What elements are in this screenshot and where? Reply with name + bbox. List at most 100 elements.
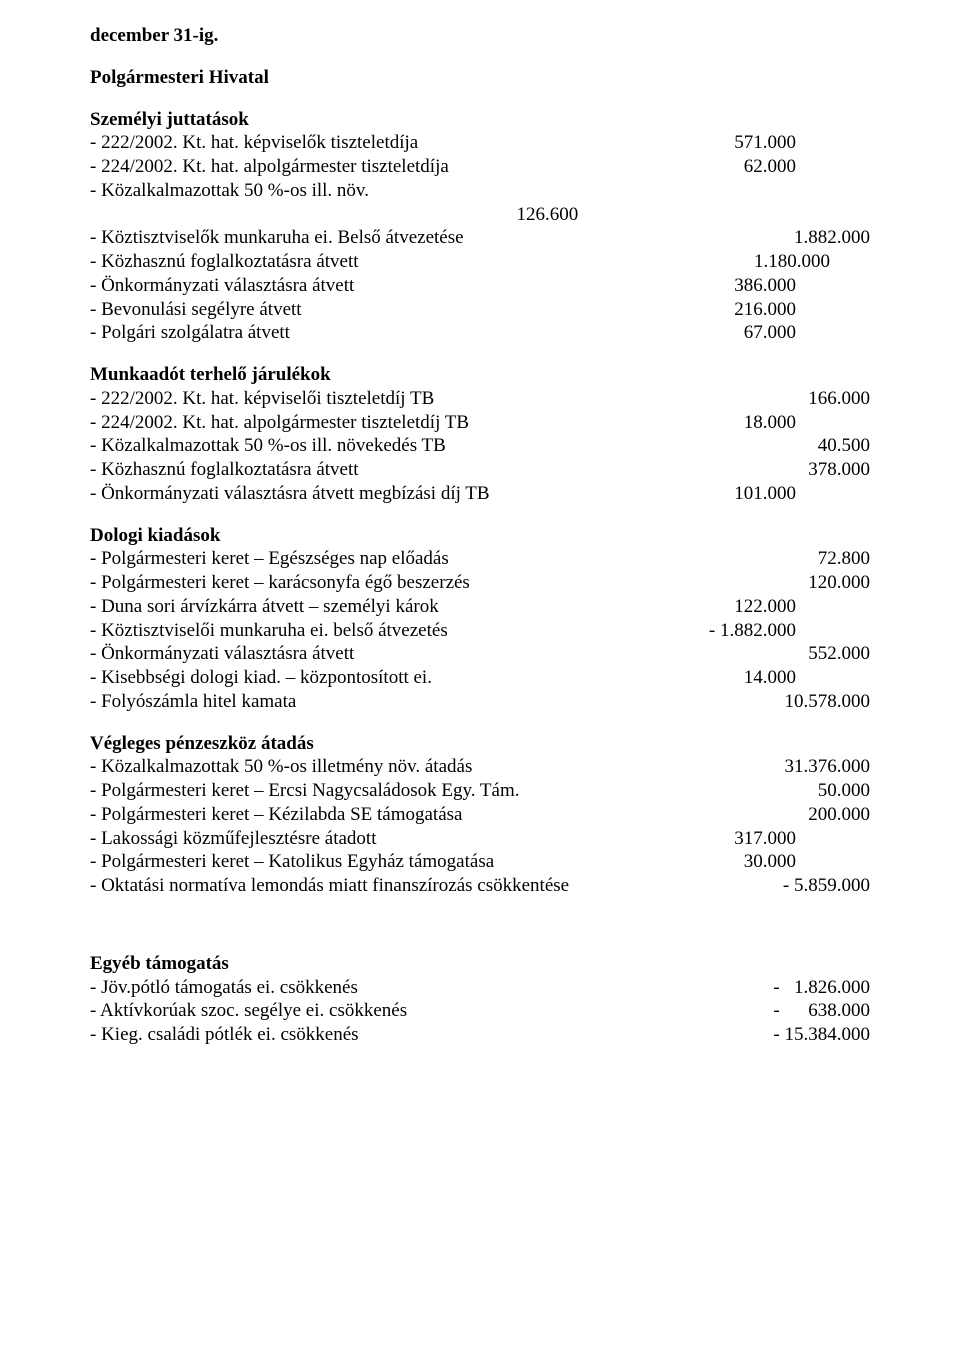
item-label: - Lakossági közműfejlesztésre átadott xyxy=(90,827,714,851)
list-item: - Önkormányzati választásra átvett 386.0… xyxy=(90,274,870,298)
list-item: - Duna sori árvízkárra átvett – személyi… xyxy=(90,595,870,619)
item-value: 166.000 xyxy=(788,387,870,411)
item-label: - Aktívkorúak szoc. segélye ei. csökkené… xyxy=(90,999,753,1023)
item-value: 317.000 xyxy=(714,827,870,851)
list-item: - Közhasznú foglalkoztatásra átvett 1.18… xyxy=(90,250,870,274)
item-label: - Kisebbségi dologi kiad. – központosíto… xyxy=(90,666,714,690)
item-value: 14.000 xyxy=(714,666,870,690)
item-value: 101.000 xyxy=(714,482,870,506)
item-value: 18.000 xyxy=(714,411,870,435)
item-value: - 1.826.000 xyxy=(753,976,870,1000)
list-item: - Polgármesteri keret – Kézilabda SE tám… xyxy=(90,803,870,827)
item-label: - Közalkalmazottak 50 %-os ill. növ. xyxy=(90,179,870,203)
item-value: 67.000 xyxy=(714,321,870,345)
item-value: 1.882.000 xyxy=(765,226,871,250)
item-label: - 222/2002. Kt. hat. képviselői tisztele… xyxy=(90,387,788,411)
item-label: - Közhasznú foglalkoztatásra átvett xyxy=(90,458,788,482)
list-item: - 222/2002. Kt. hat. képviselők tisztele… xyxy=(90,131,870,155)
item-value: 31.376.000 xyxy=(755,755,870,779)
top-line: december 31-ig. xyxy=(90,24,870,48)
document-page: december 31-ig. Polgármesteri Hivatal Sz… xyxy=(0,0,960,1345)
dk-list: - Polgármesteri keret – Egészséges nap e… xyxy=(90,547,870,713)
list-item: - Köztisztviselői munkaruha ei. belső át… xyxy=(90,619,870,643)
item-label: - Polgári szolgálatra átvett xyxy=(90,321,714,345)
item-value: 216.000 xyxy=(714,298,870,322)
item-label: - Polgármesteri keret – karácsonyfa égő … xyxy=(90,571,788,595)
item-label: - Kieg. családi pótlék ei. csökkenés xyxy=(90,1023,753,1047)
item-value: 571.000 xyxy=(714,131,870,155)
mtj-list: - 222/2002. Kt. hat. képviselői tisztele… xyxy=(90,387,870,506)
szj-list: - 222/2002. Kt. hat. képviselők tisztele… xyxy=(90,131,870,345)
list-item: - Köztisztviselők munkaruha ei. Belső át… xyxy=(90,226,870,250)
item-value: 378.000 xyxy=(788,458,870,482)
list-item: - Közhasznú foglalkoztatásra átvett 378.… xyxy=(90,458,870,482)
item-label: - Folyószámla hitel kamata xyxy=(90,690,750,714)
item-label: - Oktatási normatíva lemondás miatt fina… xyxy=(90,874,763,898)
item-label: - 224/2002. Kt. hat. alpolgármester tisz… xyxy=(90,155,714,179)
item-label: - Polgármesteri keret – Egészséges nap e… xyxy=(90,547,788,571)
item-value: - 1.882.000 xyxy=(689,619,870,643)
list-item: - Közalkalmazottak 50 %-os illetmény növ… xyxy=(90,755,870,779)
section-heading-vpa: Végleges pénzeszköz átadás xyxy=(90,732,870,756)
item-label: - Köztisztviselői munkaruha ei. belső át… xyxy=(90,619,689,643)
item-value: 62.000 xyxy=(714,155,870,179)
item-label: - Önkormányzati választásra átvett xyxy=(90,642,788,666)
list-item: - Közalkalmazottak 50 %-os ill. növ. xyxy=(90,179,870,203)
item-label: - Duna sori árvízkárra átvett – személyi… xyxy=(90,595,714,619)
list-item: - Lakossági közműfejlesztésre átadott 31… xyxy=(90,827,870,851)
item-value: - 638.000 xyxy=(753,999,870,1023)
section-heading-dk: Dologi kiadások xyxy=(90,524,870,548)
item-value: 10.578.000 xyxy=(750,690,870,714)
list-item: - Bevonulási segélyre átvett 216.000 xyxy=(90,298,870,322)
et-list: - Jöv.pótló támogatás ei. csökkenés - 1.… xyxy=(90,976,870,1047)
item-value: 126.600 xyxy=(382,203,579,227)
list-item: - Polgármesteri keret – Katolikus Egyház… xyxy=(90,850,870,874)
item-label: - Köztisztviselők munkaruha ei. Belső át… xyxy=(90,226,765,250)
list-item: - Polgármesteri keret – karácsonyfa égő … xyxy=(90,571,870,595)
item-value: - 5.859.000 xyxy=(763,874,870,898)
list-item: - 224/2002. Kt. hat. alpolgármester tisz… xyxy=(90,155,870,179)
list-item: - 222/2002. Kt. hat. képviselői tisztele… xyxy=(90,387,870,411)
list-item: - Polgármesteri keret – Ercsi Nagycsalád… xyxy=(90,779,870,803)
list-item: - Folyószámla hitel kamata 10.578.000 xyxy=(90,690,870,714)
section-heading-et: Egyéb támogatás xyxy=(90,952,870,976)
item-label: - Közhasznú foglalkoztatásra átvett xyxy=(90,250,734,274)
item-value: 1.180.000 xyxy=(734,250,870,274)
list-item: - Jöv.pótló támogatás ei. csökkenés - 1.… xyxy=(90,976,870,1000)
section-heading-mtj: Munkaadót terhelő járulékok xyxy=(90,363,870,387)
item-value: 122.000 xyxy=(714,595,870,619)
item-label: - Polgármesteri keret – Kézilabda SE tám… xyxy=(90,803,788,827)
section-heading-szj: Személyi juttatások xyxy=(90,108,870,132)
list-item: - Önkormányzati választásra átvett 552.0… xyxy=(90,642,870,666)
list-item: 126.600 xyxy=(90,203,870,227)
item-label: - Polgármesteri keret – Katolikus Egyház… xyxy=(90,850,714,874)
item-value: 50.000 xyxy=(779,779,870,803)
list-item: - Aktívkorúak szoc. segélye ei. csökkené… xyxy=(90,999,870,1023)
item-label: - Polgármesteri keret – Ercsi Nagycsalád… xyxy=(90,779,779,803)
item-label: - 224/2002. Kt. hat. alpolgármester tisz… xyxy=(90,411,714,435)
item-label: - Jöv.pótló támogatás ei. csökkenés xyxy=(90,976,753,1000)
item-label: - Önkormányzati választásra átvett megbí… xyxy=(90,482,714,506)
list-item: - Közalkalmazottak 50 %-os ill. növekedé… xyxy=(90,434,870,458)
list-item: - Kieg. családi pótlék ei. csökkenés - 1… xyxy=(90,1023,870,1047)
item-label: - Közalkalmazottak 50 %-os illetmény növ… xyxy=(90,755,755,779)
item-value: 40.500 xyxy=(788,434,870,458)
item-label: - Közalkalmazottak 50 %-os ill. növekedé… xyxy=(90,434,788,458)
item-value: - 15.384.000 xyxy=(753,1023,870,1047)
item-value: 386.000 xyxy=(714,274,870,298)
list-item: - Polgári szolgálatra átvett 67.000 xyxy=(90,321,870,345)
item-value: 72.800 xyxy=(788,547,870,571)
item-label: - Bevonulási segélyre átvett xyxy=(90,298,714,322)
item-value: 200.000 xyxy=(788,803,870,827)
vpa-list: - Közalkalmazottak 50 %-os illetmény növ… xyxy=(90,755,870,898)
item-value: 30.000 xyxy=(714,850,870,874)
item-label: - 222/2002. Kt. hat. képviselők tisztele… xyxy=(90,131,714,155)
item-label: - Önkormányzati választásra átvett xyxy=(90,274,714,298)
list-item: - Kisebbségi dologi kiad. – központosíto… xyxy=(90,666,870,690)
section-heading-ph: Polgármesteri Hivatal xyxy=(90,66,870,90)
item-value: 552.000 xyxy=(788,642,870,666)
item-value: 120.000 xyxy=(788,571,870,595)
list-item: - Polgármesteri keret – Egészséges nap e… xyxy=(90,547,870,571)
list-item: - Oktatási normatíva lemondás miatt fina… xyxy=(90,874,870,898)
list-item: - Önkormányzati választásra átvett megbí… xyxy=(90,482,870,506)
